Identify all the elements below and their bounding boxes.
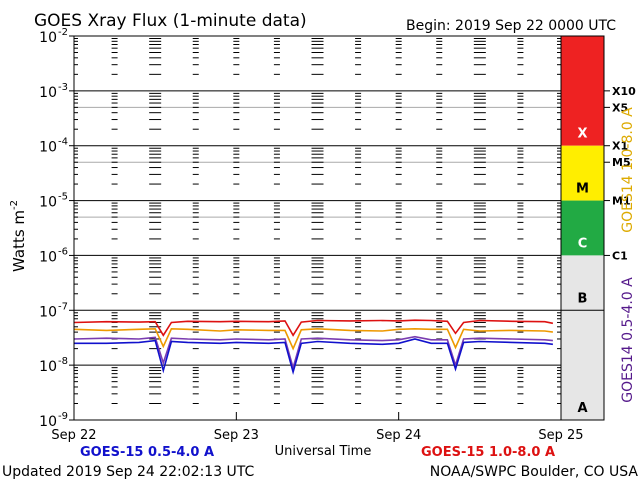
y-tick-exponent: -3 bbox=[58, 82, 68, 93]
flare-level-label: X1 bbox=[612, 140, 628, 153]
series-line-3 bbox=[74, 338, 553, 375]
begin-label: Begin: 2019 Sep 22 0000 UTC bbox=[406, 18, 616, 34]
y-tick-label: 10 bbox=[39, 414, 57, 430]
y-tick-label: 10 bbox=[39, 85, 57, 101]
y-axis-label-exponent: -2 bbox=[9, 200, 20, 210]
y-tick-label: 10 bbox=[39, 359, 57, 375]
y-tick-exponent: -5 bbox=[58, 192, 68, 203]
plot-background bbox=[74, 36, 561, 420]
y-axis-label: Watts m-2 bbox=[9, 200, 28, 272]
data-series bbox=[73, 319, 554, 375]
flare-class-border bbox=[560, 35, 605, 421]
y-tick-exponent: -2 bbox=[58, 27, 68, 38]
y-tick-label: 10 bbox=[39, 30, 57, 46]
plot-area bbox=[74, 36, 561, 420]
y-tick-label: 10 bbox=[39, 304, 57, 320]
flare-level-label: M5 bbox=[612, 156, 631, 169]
flare-class-label: X bbox=[577, 127, 587, 142]
y-tick-exponent: -4 bbox=[58, 137, 68, 148]
x-tick-label: Sep 22 bbox=[51, 428, 96, 443]
chart-title: GOES Xray Flux (1-minute data) bbox=[34, 11, 307, 31]
flare-level-labels: X10 X5 X1 M5 M1 C1 bbox=[604, 85, 636, 262]
series-line-1 bbox=[73, 327, 554, 351]
flare-class-band bbox=[561, 145, 604, 201]
y-tick-label: 10 bbox=[39, 140, 57, 156]
flare-class-band bbox=[561, 200, 604, 256]
x-tick-label: Sep 24 bbox=[376, 428, 421, 443]
flare-level-label: X5 bbox=[612, 101, 628, 114]
x-tick-label: Sep 23 bbox=[214, 428, 259, 443]
y-tick-exponent: -9 bbox=[58, 411, 68, 422]
flare-class-label: B bbox=[578, 291, 588, 306]
x-tick-labels: Sep 22 Sep 23 Sep 24 Sep 25 bbox=[51, 412, 584, 443]
y-tick-label: 10 bbox=[39, 249, 57, 265]
x-tick-label: Sep 25 bbox=[538, 428, 583, 443]
legend-goes15-long: GOES-15 1.0-8.0 A bbox=[421, 445, 555, 460]
y-axis-label-base: Watts m bbox=[10, 210, 28, 272]
y-tick-exponent: -8 bbox=[58, 356, 68, 367]
right-label-goes14-short: GOES14 0.5-4.0 A bbox=[620, 277, 636, 403]
right-label-goes14-long: GOES14 1.0-8.0 A bbox=[620, 107, 636, 233]
updated-timestamp: Updated 2019 Sep 24 22:02:13 UTC bbox=[2, 464, 255, 480]
flare-class-band bbox=[561, 255, 604, 311]
flare-class-label: M bbox=[576, 182, 589, 197]
flare-class-bar: X M C B A bbox=[560, 35, 605, 421]
y-tick-labels: 10-210-310-410-510-610-710-810-9 bbox=[39, 27, 74, 430]
flare-class-band bbox=[561, 36, 604, 146]
y-tick-exponent: -7 bbox=[58, 301, 68, 312]
right-label-long-group: GOES14 1.0-8.0 A bbox=[620, 107, 636, 233]
right-side-labels: GOES14 0.5-4.0 A GOES14 1.0-8.0 A bbox=[620, 107, 636, 403]
x-axis-label: Universal Time bbox=[275, 444, 372, 459]
flare-class-label: A bbox=[577, 401, 587, 416]
y-tick-exponent: -6 bbox=[58, 246, 68, 257]
legend-goes15-short: GOES-15 0.5-4.0 A bbox=[80, 445, 214, 460]
flare-class-label: C bbox=[578, 236, 588, 251]
flare-level-label: X10 bbox=[612, 85, 636, 98]
right-label-short-group: GOES14 0.5-4.0 A bbox=[620, 277, 636, 403]
series-line-0 bbox=[73, 319, 554, 337]
y-tick-label: 10 bbox=[39, 195, 57, 211]
svg-text:Watts m-2: Watts m-2 bbox=[9, 200, 28, 272]
flare-level-label: M1 bbox=[612, 195, 631, 208]
credit-label: NOAA/SWPC Boulder, CO USA bbox=[430, 464, 639, 480]
flare-class-band bbox=[561, 310, 604, 420]
flare-level-label: C1 bbox=[612, 249, 628, 262]
series-line-2 bbox=[73, 335, 553, 371]
